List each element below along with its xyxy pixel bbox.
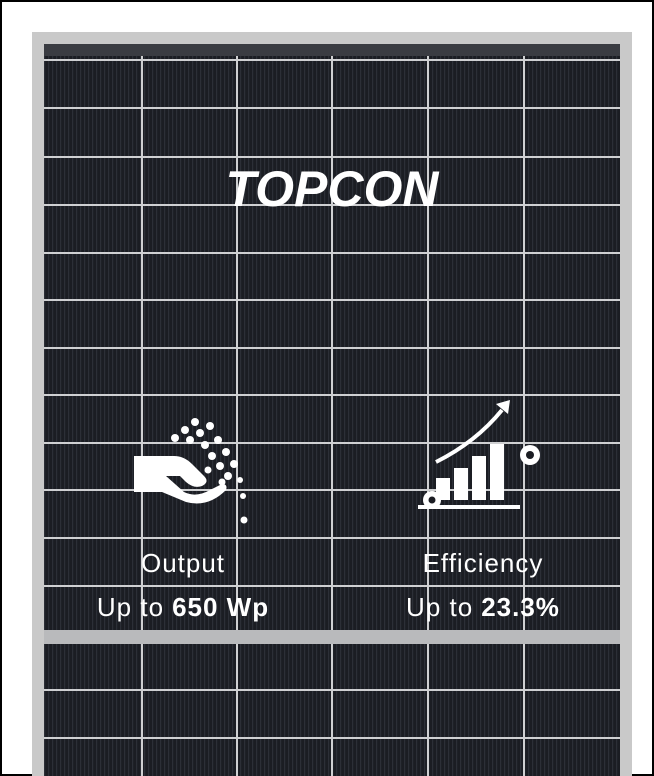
feature-label: Output (141, 548, 225, 578)
feature-value: Up to 23.3% (406, 592, 560, 622)
feature-label: Efficiency (423, 548, 544, 578)
product-image: TOPCON Output Up to 650 Wp Efficiency Up … (0, 0, 654, 776)
feature-prefix: Up to (97, 592, 164, 622)
feature-value: Up to 650 Wp (97, 592, 269, 622)
title: TOPCON (226, 161, 440, 217)
solar-panel (32, 32, 632, 776)
feature-number: 650 Wp (172, 592, 269, 622)
feature-number: 23.3% (481, 592, 560, 622)
feature-prefix: Up to (406, 592, 473, 622)
